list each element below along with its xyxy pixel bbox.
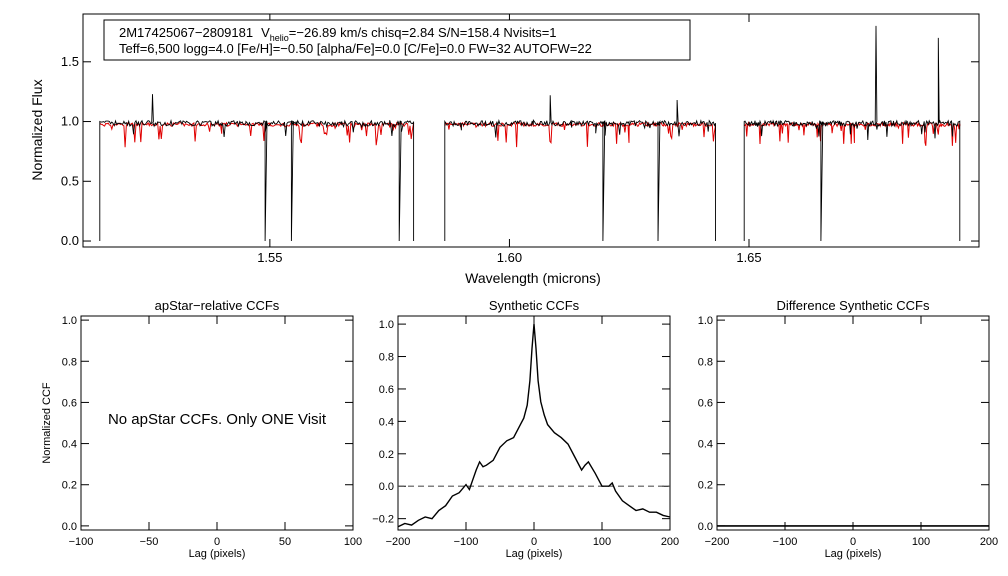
synthetic-ccf-x-tick-label: 100 (593, 536, 611, 548)
synthetic-ccf-x-tick-label: 200 (661, 536, 679, 548)
difference-ccf-x-tick-label: −200 (705, 536, 730, 548)
spectrum-y-tick-label: 1.5 (61, 54, 79, 69)
spectrum-x-tick-label: 1.65 (736, 250, 761, 265)
synthetic-ccf-y-tick-label: 0.0 (379, 481, 394, 493)
apstar-ccf-x-tick-label: 0 (214, 536, 220, 548)
difference-ccf-y-tick-label: 1.0 (698, 315, 713, 327)
apstar-ccf-title: apStar−relative CCFs (155, 298, 280, 313)
apstar-ccf-x-tick-label: −100 (69, 536, 94, 548)
difference-ccf-y-tick-label: 0.8 (698, 356, 713, 368)
model-spectrum-line (99, 120, 961, 148)
difference-ccf-x-tick-label: −100 (773, 536, 798, 548)
spectrum-x-tick-label: 1.60 (497, 250, 522, 265)
difference-ccf-x-tick-label: 100 (912, 536, 930, 548)
spectrum-x-tick-label: 1.55 (257, 250, 282, 265)
synthetic-ccf-y-tick-label: 0.2 (379, 449, 394, 461)
info-box (103, 19, 691, 61)
apstar-ccf-x-label: Lag (pixels) (189, 548, 246, 560)
synthetic-ccf-y-tick-label: 0.8 (379, 352, 394, 364)
synthetic-ccf-y-tick-label: −0.2 (372, 514, 394, 526)
spectrum-y-tick-label: 1.0 (61, 114, 79, 129)
difference-ccf-ticks: −200 −100 0 100 200 0.0 0.2 0.4 0.6 0.8 1.0 (698, 315, 998, 548)
apstar-ccf-panel: −100 −50 0 50 100 0.0 0.2 0.4 0.6 0.8 1.0 apStar−r… (41, 298, 362, 560)
info-line-1: 2M17425067−2809181 Vhelio=−26.89 km/s chi… (119, 25, 557, 43)
star-id: 2M17425067−2809181 (119, 25, 253, 40)
synthetic-ccf-ticks: −200 −100 0 100 200 −0.2 0.0 0.2 0.4 0.6 0.8 1.0 (372, 316, 679, 548)
spectrum-panel: 1.55 1.60 1.65 0.0 0.5 1.0 1.5 2M17425067−2809… (29, 13, 980, 286)
synthetic-ccf-x-label: Lag (pixels) (506, 548, 563, 560)
observed-spectrum-line (99, 25, 961, 242)
synthetic-ccf-axes-frame (397, 315, 671, 531)
apstar-ccf-y-tick-label: 1.0 (62, 315, 77, 327)
vhelio-symbol: V (261, 25, 270, 40)
spectrum-ticks: 1.55 1.60 1.65 0.0 0.5 1.0 1.5 (61, 14, 979, 265)
difference-ccf-y-tick-label: 0.2 (698, 480, 713, 492)
difference-ccf-y-tick-label: 0.0 (698, 521, 713, 533)
apstar-ccf-y-tick-label: 0.0 (62, 521, 77, 533)
apstar-ccf-y-label: Normalized CCF (41, 382, 53, 464)
difference-ccf-x-tick-label: 200 (980, 536, 998, 548)
spectrum-y-tick-label: 0.5 (61, 173, 79, 188)
synthetic-ccf-line (397, 324, 671, 528)
synthetic-ccf-title: Synthetic CCFs (489, 298, 580, 313)
synthetic-ccf-x-tick-label: −200 (386, 536, 411, 548)
apstar-ccf-y-tick-label: 0.6 (62, 397, 77, 409)
spectrum-x-label: Wavelength (microns) (465, 270, 601, 286)
synthetic-ccf-panel: −200 −100 0 100 200 −0.2 0.0 0.2 0.4 0.6 0.8 1.0 Sy… (372, 298, 679, 560)
apstar-ccf-x-tick-label: 100 (344, 536, 362, 548)
synthetic-ccf-y-tick-label: 0.4 (379, 416, 394, 428)
difference-ccf-panel: −200 −100 0 100 200 0.0 0.2 0.4 0.6 0.8 1.0 Differ… (698, 298, 998, 560)
synthetic-ccf-y-tick-label: 1.0 (379, 319, 394, 331)
spectrum-axes-frame (82, 13, 980, 248)
apstar-ccf-x-tick-label: 50 (279, 536, 291, 548)
apstar-ccf-y-tick-label: 0.2 (62, 480, 77, 492)
vhelio-subscript: helio (270, 33, 289, 43)
no-ccf-message: No apStar CCFs. Only ONE Visit (108, 411, 327, 428)
apstar-ccf-x-tick-label: −50 (140, 536, 159, 548)
synthetic-ccf-x-tick-label: −100 (454, 536, 479, 548)
difference-ccf-x-label: Lag (pixels) (825, 548, 882, 560)
spectrum-y-label: Normalized Flux (29, 79, 45, 180)
difference-ccf-x-tick-label: 0 (850, 536, 856, 548)
apstar-ccf-y-tick-label: 0.4 (62, 439, 77, 451)
difference-ccf-title: Difference Synthetic CCFs (777, 298, 930, 313)
spectrum-y-tick-label: 0.0 (61, 233, 79, 248)
synthetic-ccf-x-tick-label: 0 (531, 536, 537, 548)
apstar-ccf-y-tick-label: 0.8 (62, 356, 77, 368)
info-line-2: Teff=6,500 logg=4.0 [Fe/H]=−0.50 [alpha/… (119, 41, 592, 56)
difference-ccf-axes-frame (716, 315, 990, 531)
apstar-ccf-ticks: −100 −50 0 50 100 0.0 0.2 0.4 0.6 0.8 1.0 (62, 315, 362, 548)
difference-ccf-y-tick-label: 0.6 (698, 397, 713, 409)
synthetic-ccf-y-tick-label: 0.6 (379, 384, 394, 396)
difference-ccf-y-tick-label: 0.4 (698, 439, 713, 451)
info-line-1-values: =−26.89 km/s chisq=2.84 S/N=158.4 Nvisit… (289, 25, 557, 40)
